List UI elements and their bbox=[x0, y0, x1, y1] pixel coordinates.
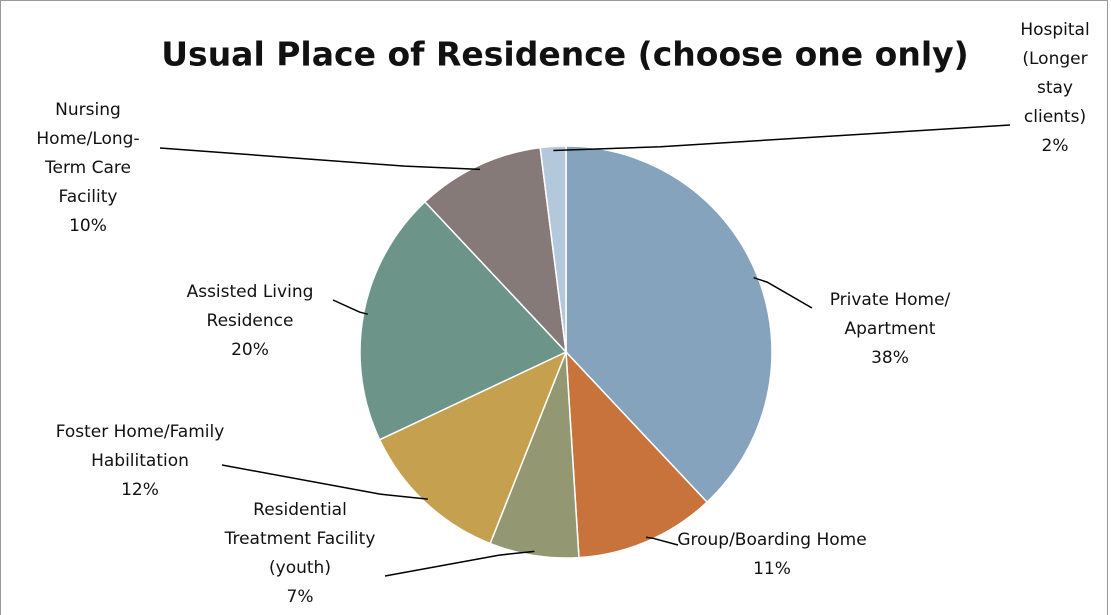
category-label: Nursing Home/Long-Term Care Facility bbox=[36, 100, 140, 207]
data-label: Group/Boarding Home 11% bbox=[677, 526, 867, 584]
leader-line bbox=[332, 299, 368, 315]
category-label: Foster Home/Family Habilitation bbox=[55, 422, 225, 471]
pie-slice bbox=[378, 350, 568, 545]
data-label: Foster Home/Family Habilitation 12% bbox=[53, 418, 228, 505]
value-label: 12% bbox=[121, 480, 159, 500]
pie-slice bbox=[565, 349, 709, 559]
category-label: Group/Boarding Home bbox=[677, 530, 867, 550]
pie-slice bbox=[423, 146, 568, 355]
leader-line bbox=[553, 124, 1011, 152]
value-label: 20% bbox=[231, 340, 269, 360]
leader-line bbox=[221, 464, 428, 500]
leader-line bbox=[159, 147, 481, 171]
data-label: Hospital (Longer stay clients) 2% bbox=[1010, 16, 1100, 161]
category-label: Residential Treatment Facility (youth) bbox=[224, 500, 376, 578]
value-label: 2% bbox=[1041, 136, 1069, 156]
leader-line bbox=[753, 276, 813, 309]
category-label: Private Home/ Apartment bbox=[829, 290, 951, 339]
data-label: Assisted Living Residence 20% bbox=[163, 278, 338, 365]
category-label: Assisted Living Residence bbox=[186, 282, 314, 331]
category-label: Hospital (Longer stay clients) bbox=[1020, 20, 1090, 127]
value-label: 10% bbox=[69, 216, 107, 236]
data-label: Residential Treatment Facility (youth) 7% bbox=[213, 496, 388, 612]
value-label: 38% bbox=[871, 348, 909, 368]
pie-slice bbox=[565, 145, 773, 504]
value-label: 7% bbox=[286, 587, 314, 607]
data-label: Nursing Home/Long-Term Care Facility 10% bbox=[23, 96, 153, 241]
data-label: Private Home/ Apartment 38% bbox=[805, 286, 975, 373]
value-label: 11% bbox=[753, 559, 791, 579]
leader-line bbox=[384, 550, 535, 577]
chart-title: Usual Place of Residence (choose one onl… bbox=[161, 35, 969, 74]
leader-line bbox=[646, 536, 679, 546]
pie-slice bbox=[539, 145, 567, 353]
